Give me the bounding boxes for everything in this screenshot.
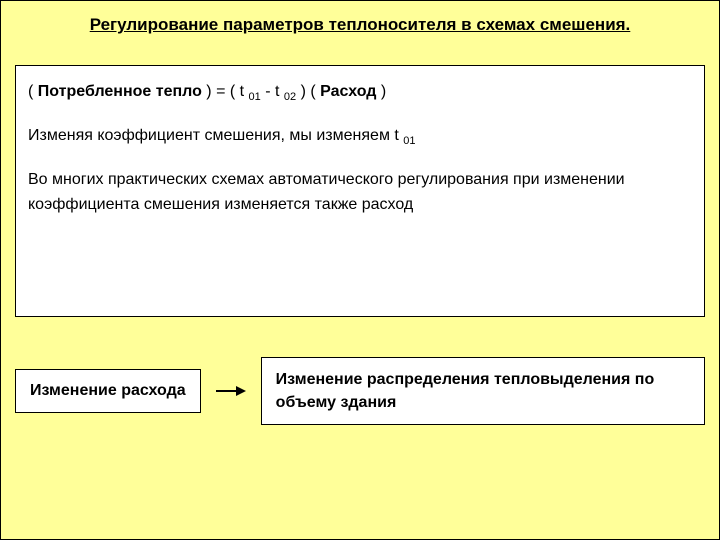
para2-sub: 01 [403, 135, 415, 147]
formula-mid2: ) ( [296, 83, 320, 100]
para-2: Изменяя коэффициент смешения, мы изменяе… [28, 124, 692, 150]
formula-lhs-label: Потребленное тепло [38, 83, 202, 100]
box-left: Изменение расхода [15, 369, 201, 413]
arrow-icon [201, 385, 261, 397]
para-3: Во многих практических схемах автоматиче… [28, 168, 692, 218]
formula-close: ) [376, 83, 386, 100]
formula-lhs-close: ) = ( t [202, 83, 249, 100]
content-box: ( Потребленное тепло ) = ( t 01 - t 02 )… [15, 65, 705, 317]
bottom-row: Изменение расхода Изменение распределени… [15, 357, 705, 425]
formula-line: ( Потребленное тепло ) = ( t 01 - t 02 )… [28, 80, 692, 106]
formula-rhs-label: Расход [320, 83, 376, 100]
slide-page: Регулирование параметров теплоносителя в… [0, 0, 720, 540]
formula-sub-01: 01 [249, 91, 261, 103]
para2-text: Изменяя коэффициент смешения, мы изменяе… [28, 127, 403, 144]
formula-sub-02: 02 [284, 91, 296, 103]
formula-lhs-open: ( [28, 83, 38, 100]
formula-mid1: - t [261, 83, 284, 100]
box-right: Изменение распределения тепловыделения п… [261, 357, 705, 425]
page-title: Регулирование параметров теплоносителя в… [1, 1, 719, 39]
